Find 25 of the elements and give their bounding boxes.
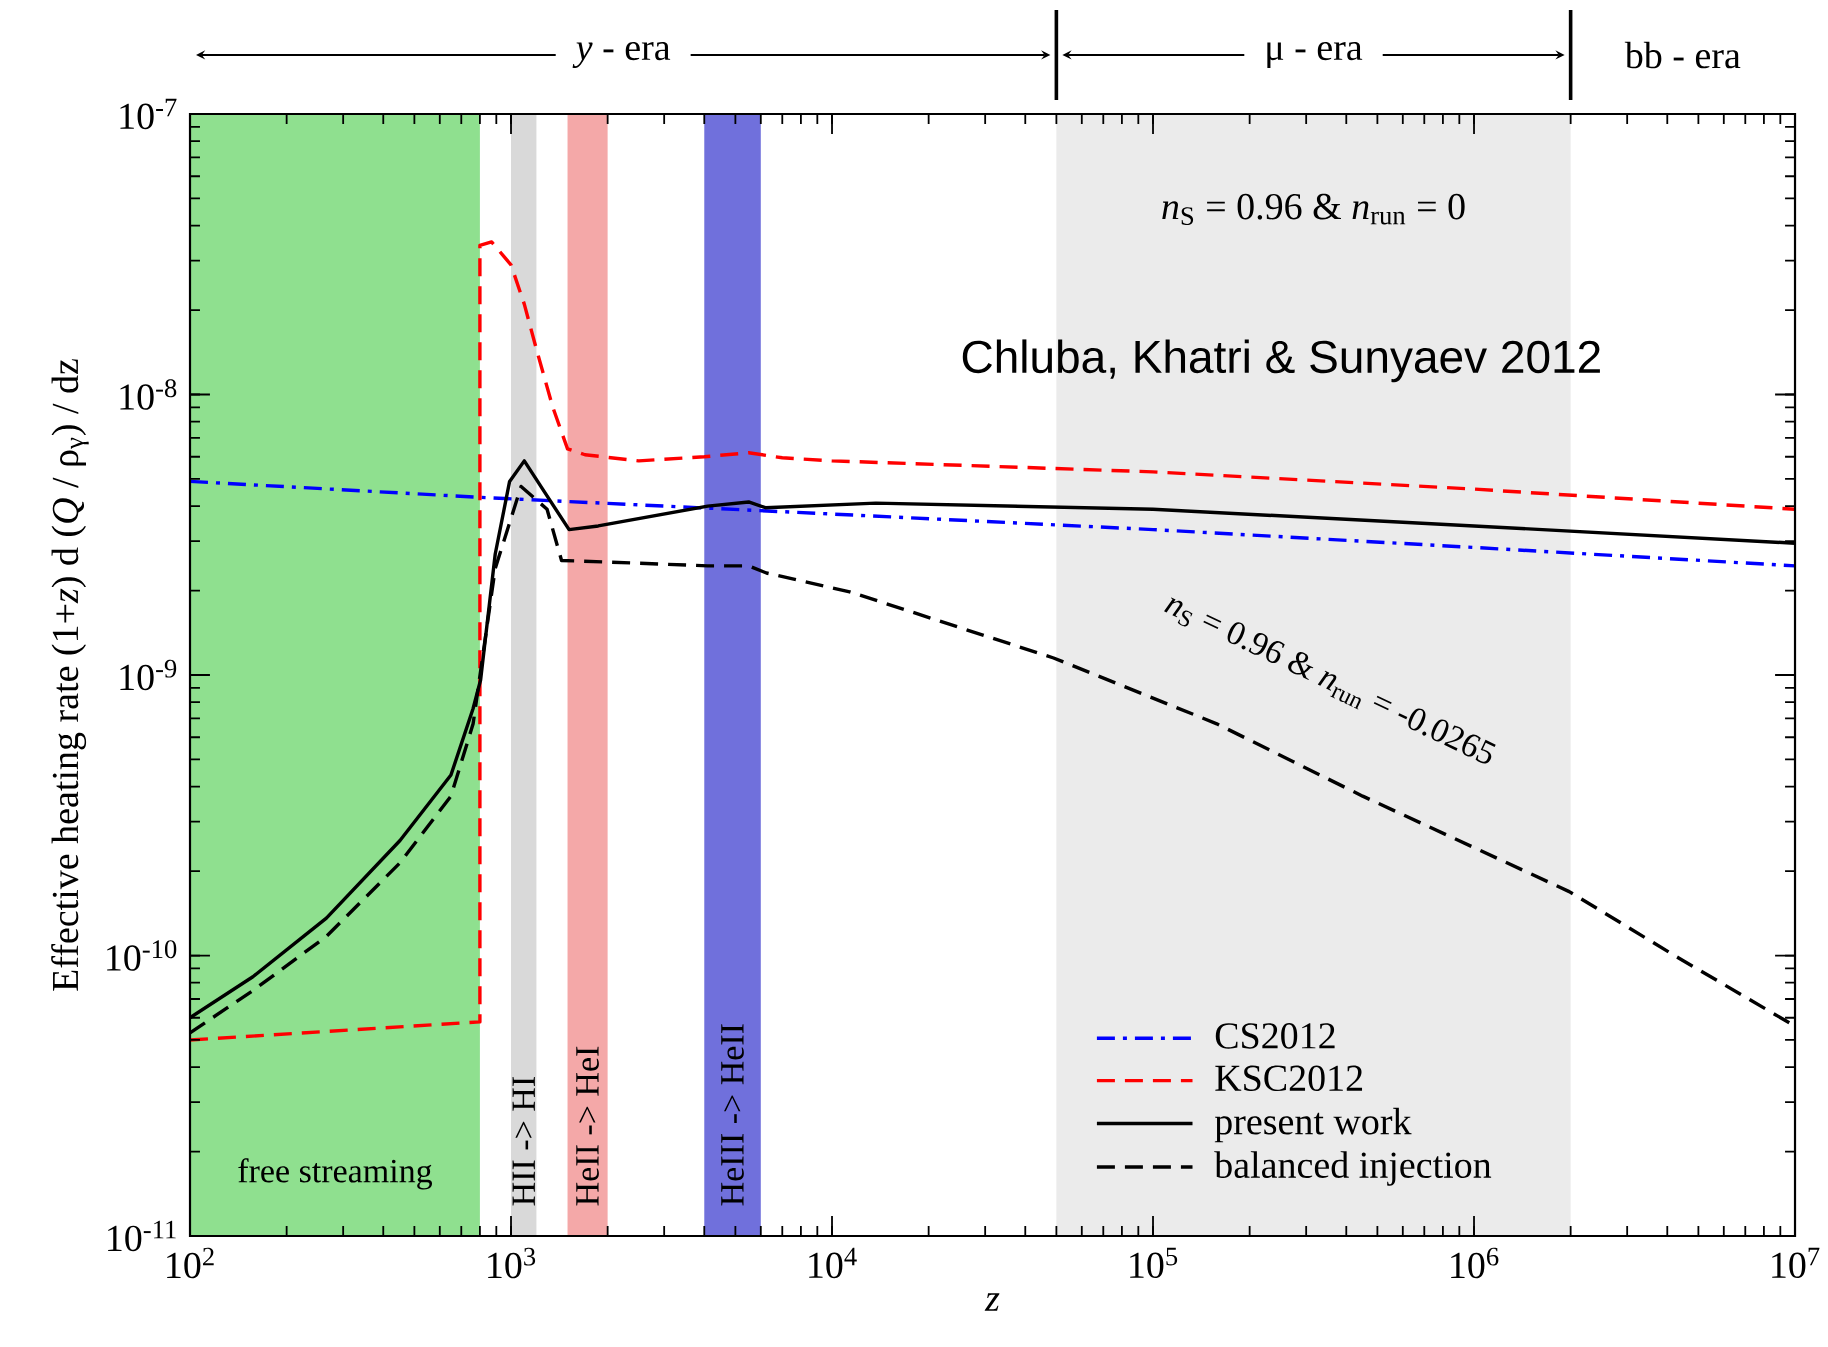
- band-label: HeIII -> HeII: [721, 1024, 744, 1206]
- legend-label: CS2012: [1215, 1023, 1335, 1049]
- y-tick-label: 10$^{-7}$: [120, 98, 177, 130]
- band-label: HII -> HI: [512, 1077, 535, 1206]
- x-tick-label: 10$^{7}$: [1772, 1247, 1820, 1279]
- text: y - era: [572, 41, 671, 69]
- text: μ - era: [1267, 41, 1363, 68]
- x-tick-label: 10$^{4}$: [809, 1247, 857, 1279]
- y-axis-title: Effective heating rate (1+z) d (Q / ρ$_{γ}$) / dz: [51, 359, 89, 991]
- band-label: HeII -> HeI: [576, 1046, 599, 1206]
- text: bb - era: [1624, 41, 1741, 69]
- x-tick-label: 10$^{3}$: [488, 1247, 536, 1279]
- y-tick-label: 10$^{-10}$: [107, 940, 177, 971]
- legend-label: KSC2012: [1215, 1065, 1363, 1092]
- y-tick-label: 10$^{-8}$: [120, 379, 177, 410]
- x-tick-label: 10$^{6}$: [1451, 1247, 1499, 1279]
- x-axis-title: z: [984, 1293, 1000, 1311]
- legend-label: balanced injection: [1214, 1151, 1492, 1186]
- legend-label: present work: [1214, 1107, 1412, 1143]
- x-tick-label: 10$^{5}$: [1130, 1247, 1178, 1279]
- annotation: Chluba, Khatri & Sunyaev 2012: [962, 339, 1600, 383]
- annotation: n$_{S}$ = 0.96 & n$_{run}$ = 0: [1162, 193, 1465, 226]
- y-tick-label: 10$^{-9}$: [120, 659, 177, 691]
- band-label: free streaming: [238, 1158, 433, 1190]
- annotation: n$_{S}$ = 0.96 & n$_{run}$ = -0.0265: [1164, 597, 1496, 764]
